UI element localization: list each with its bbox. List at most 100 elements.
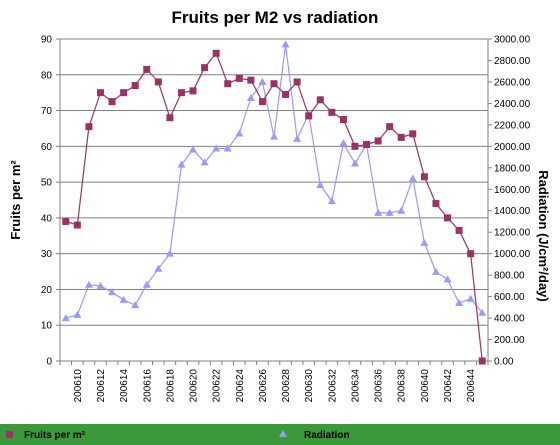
right-axis: 0.00 200.00 400.00 600.00 800.00 1000.00 1200.… — [488, 35, 531, 368]
point-fruits — [85, 123, 93, 131]
left-tick-label: 0 — [46, 357, 52, 368]
point-fruits — [397, 133, 405, 141]
point-radiation — [408, 174, 417, 182]
point-radiation — [235, 129, 244, 137]
y-axis-title: Fruits per m² — [8, 160, 23, 240]
point-radiation — [200, 158, 209, 166]
point-radiation — [246, 94, 255, 102]
right-tick-label: 400.00 — [494, 314, 525, 325]
point-radiation — [374, 208, 383, 216]
point-fruits — [467, 250, 475, 258]
point-fruits — [73, 221, 81, 229]
point-radiation — [258, 77, 267, 85]
point-fruits — [189, 87, 197, 95]
point-radiation — [316, 180, 325, 188]
x-tick-label: 200612 — [96, 369, 107, 403]
point-fruits — [62, 217, 70, 225]
point-fruits — [108, 98, 116, 106]
legend-label-radiation: Radiation — [304, 430, 350, 441]
point-radiation — [119, 295, 128, 303]
point-fruits — [328, 108, 336, 116]
point-fruits — [166, 114, 174, 122]
series-layer — [61, 40, 487, 365]
right-tick-label: 2000.00 — [494, 142, 531, 153]
right-tick-label: 1200.00 — [494, 228, 531, 239]
x-tick-label: 200640 — [420, 369, 431, 403]
point-radiation — [131, 301, 140, 309]
point-radiation — [189, 145, 198, 153]
point-radiation — [420, 238, 429, 246]
point-fruits — [177, 89, 185, 97]
right-tick-label: 800.00 — [494, 271, 525, 282]
point-radiation — [142, 280, 151, 288]
left-tick-label: 40 — [41, 213, 53, 224]
x-tick-label: 200626 — [258, 369, 269, 403]
x-tick-label: 200642 — [443, 369, 454, 403]
point-fruits — [120, 89, 128, 97]
point-fruits — [305, 112, 313, 120]
point-fruits — [247, 76, 255, 84]
point-fruits — [201, 64, 209, 72]
point-radiation — [478, 308, 487, 316]
point-radiation — [154, 264, 163, 272]
point-radiation — [466, 294, 475, 302]
left-tick-label: 70 — [41, 106, 53, 117]
x-tick-label: 200624 — [235, 369, 246, 403]
point-radiation — [281, 40, 290, 48]
right-tick-label: 600.00 — [494, 292, 525, 303]
legend-label-fruits: Fruits per m² — [24, 430, 86, 441]
x-tick-label: 200620 — [189, 369, 200, 403]
left-axis: 0 10 20 30 40 50 60 70 80 90 — [41, 35, 60, 368]
left-tick-label: 10 — [41, 321, 53, 332]
series-line-fruits — [65, 52, 483, 362]
right-tick-label: 2600.00 — [494, 77, 531, 88]
x-tick-label: 200610 — [73, 369, 84, 403]
legend-item-fruits: Fruits per m² — [6, 430, 86, 441]
point-fruits — [154, 78, 162, 86]
point-fruits — [258, 98, 266, 106]
point-fruits — [363, 141, 371, 149]
point-radiation — [73, 310, 82, 318]
x-tick-label: 200644 — [466, 369, 477, 403]
point-radiation — [443, 275, 452, 283]
plot-area — [59, 38, 489, 362]
y2-axis-title: Radiation (J/cm²/day) — [536, 170, 551, 301]
point-radiation — [165, 249, 174, 257]
right-tick-label: 1600.00 — [494, 185, 531, 196]
x-axis: 200610 200612 200614 200616 200618 200620 2006… — [59, 361, 489, 403]
x-tick-label: 200622 — [212, 369, 223, 403]
left-tick-label: 60 — [41, 142, 53, 153]
point-radiation — [96, 281, 105, 289]
point-radiation — [177, 160, 186, 168]
x-tick-label: 200614 — [119, 369, 130, 403]
point-radiation — [350, 159, 359, 167]
point-radiation — [293, 134, 302, 142]
point-fruits — [235, 74, 243, 82]
legend — [0, 424, 560, 445]
chart-title: Fruits per M2 vs radiation — [172, 8, 379, 27]
point-radiation — [61, 314, 70, 322]
point-radiation — [385, 208, 394, 216]
right-tick-label: 200.00 — [494, 335, 525, 346]
point-radiation — [397, 206, 406, 214]
x-tick-label: 200618 — [165, 369, 176, 403]
left-tick-label: 20 — [41, 285, 53, 296]
x-tick-label: 200616 — [142, 369, 153, 403]
point-fruits — [131, 82, 139, 90]
x-tick-label: 200632 — [327, 369, 338, 403]
point-fruits — [478, 357, 486, 365]
x-tick-label: 200638 — [397, 369, 408, 403]
point-fruits — [444, 214, 452, 222]
series-radiation — [61, 40, 487, 322]
point-fruits — [374, 137, 382, 145]
point-radiation — [270, 132, 278, 140]
left-tick-label: 30 — [41, 249, 53, 260]
x-tick-label: 200630 — [304, 369, 315, 403]
point-radiation — [455, 299, 464, 307]
legend-marker-radiation — [279, 430, 287, 437]
right-tick-label: 3000.00 — [494, 35, 531, 46]
right-tick-label: 1800.00 — [494, 163, 531, 174]
point-radiation — [212, 144, 221, 152]
point-fruits — [96, 89, 104, 97]
